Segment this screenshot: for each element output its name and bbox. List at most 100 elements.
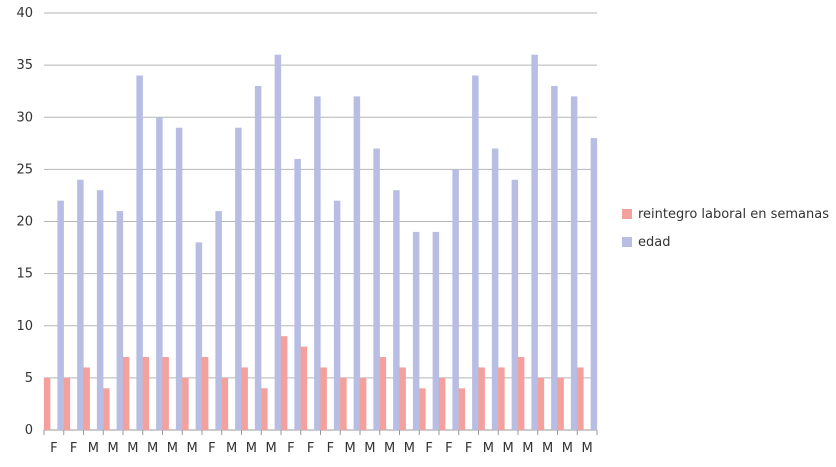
bar-edad (452, 169, 459, 430)
x-tick-label: F (327, 441, 334, 456)
bar-reintegro (438, 377, 446, 430)
x-tick-label: M (266, 441, 277, 456)
x-tick-label: F (70, 441, 77, 456)
bar-edad (136, 75, 143, 431)
bar-edad (393, 190, 400, 430)
bar-reintegro (300, 346, 308, 430)
y-tick-label: 0 (25, 423, 33, 438)
bar-reintegro (43, 377, 51, 430)
bar-edad (333, 200, 341, 430)
x-tick-label: F (445, 441, 452, 456)
y-tick-label: 35 (16, 58, 33, 73)
x-tick-label: F (307, 441, 314, 456)
bar-edad (472, 75, 479, 431)
legend-item-reintegro: reintegro laboral en semanas (622, 204, 829, 224)
bar-reintegro (340, 377, 347, 430)
bar-edad (511, 179, 519, 430)
bar-reintegro (241, 367, 248, 430)
bar-reintegro (537, 377, 545, 430)
legend-swatch-edad (622, 237, 632, 247)
bar-reintegro (577, 367, 584, 430)
legend-swatch-reintegro (622, 209, 632, 219)
bar-reintegro (83, 367, 90, 430)
x-tick-label: M (384, 441, 395, 456)
legend-item-edad: edad (622, 232, 829, 252)
x-tick-label: M (582, 441, 593, 456)
x-tick-label: M (187, 441, 198, 456)
bar-edad (195, 242, 203, 430)
bar-edad (96, 190, 104, 430)
y-tick-label: 40 (16, 6, 33, 21)
bar-edad (254, 85, 262, 430)
x-tick-label: F (208, 441, 215, 456)
x-tick-label: F (287, 441, 294, 456)
bar-reintegro (280, 336, 288, 430)
bar-edad (274, 54, 282, 430)
bar-reintegro (182, 377, 189, 430)
bar-edad (116, 211, 124, 430)
bar-edad (175, 127, 183, 431)
bar-edad (551, 85, 558, 430)
bar-reintegro (419, 388, 426, 430)
x-tick-label: F (50, 441, 57, 456)
y-tick-label: 10 (16, 319, 33, 334)
bar-edad (373, 148, 380, 430)
bar-edad (215, 211, 222, 430)
x-tick-label: M (364, 441, 375, 456)
bar-edad (294, 158, 301, 430)
y-tick-label: 20 (16, 215, 33, 230)
x-tick-label: M (147, 441, 158, 456)
bar-edad (77, 179, 84, 430)
bar-edad (353, 96, 361, 431)
y-tick-label: 30 (16, 110, 33, 125)
bar-edad (235, 127, 242, 431)
bar-reintegro (142, 357, 150, 430)
bar-edad (570, 96, 578, 431)
bar-edad (432, 231, 440, 430)
y-tick-label: 25 (16, 162, 33, 177)
x-tick-label: M (483, 441, 494, 456)
y-tick-label: 5 (25, 371, 33, 386)
bar-edad (491, 148, 499, 430)
legend-label-reintegro: reintegro laboral en semanas (638, 206, 829, 222)
bar-reintegro (221, 377, 229, 430)
bar-reintegro (261, 388, 268, 430)
bar-reintegro (517, 357, 525, 430)
x-tick-label: M (246, 441, 257, 456)
x-tick-label: M (542, 441, 553, 456)
x-tick-label: F (465, 441, 472, 456)
bar-edad (156, 117, 163, 430)
bar-reintegro (162, 357, 169, 430)
legend-label-edad: edad (638, 234, 671, 250)
y-tick-label: 15 (16, 267, 33, 282)
x-tick-label: M (108, 441, 119, 456)
bar-reintegro (557, 377, 564, 430)
bar-edad (531, 54, 538, 430)
bar-reintegro (63, 377, 71, 430)
bar-reintegro (498, 367, 505, 430)
x-tick-label: M (404, 441, 415, 456)
bar-edad (412, 231, 420, 430)
bar-reintegro (122, 357, 130, 430)
x-tick-label: M (88, 441, 99, 456)
bar-reintegro (399, 367, 406, 430)
bar-reintegro (103, 388, 110, 430)
x-tick-label: M (345, 441, 356, 456)
x-tick-label: M (167, 441, 178, 456)
bar-reintegro (458, 388, 466, 430)
legend: reintegro laboral en semanas edad (622, 204, 829, 260)
bar-edad (314, 96, 321, 431)
bar-reintegro (359, 377, 367, 430)
bar-edad (57, 200, 64, 430)
x-tick-label: M (127, 441, 138, 456)
bar-edad (590, 138, 598, 430)
bar-reintegro (379, 357, 387, 430)
bar-reintegro (320, 367, 327, 430)
x-tick-label: M (562, 441, 573, 456)
x-tick-label: F (425, 441, 432, 456)
x-tick-label: M (522, 441, 533, 456)
bar-reintegro (478, 367, 485, 430)
bar-reintegro (201, 357, 209, 430)
